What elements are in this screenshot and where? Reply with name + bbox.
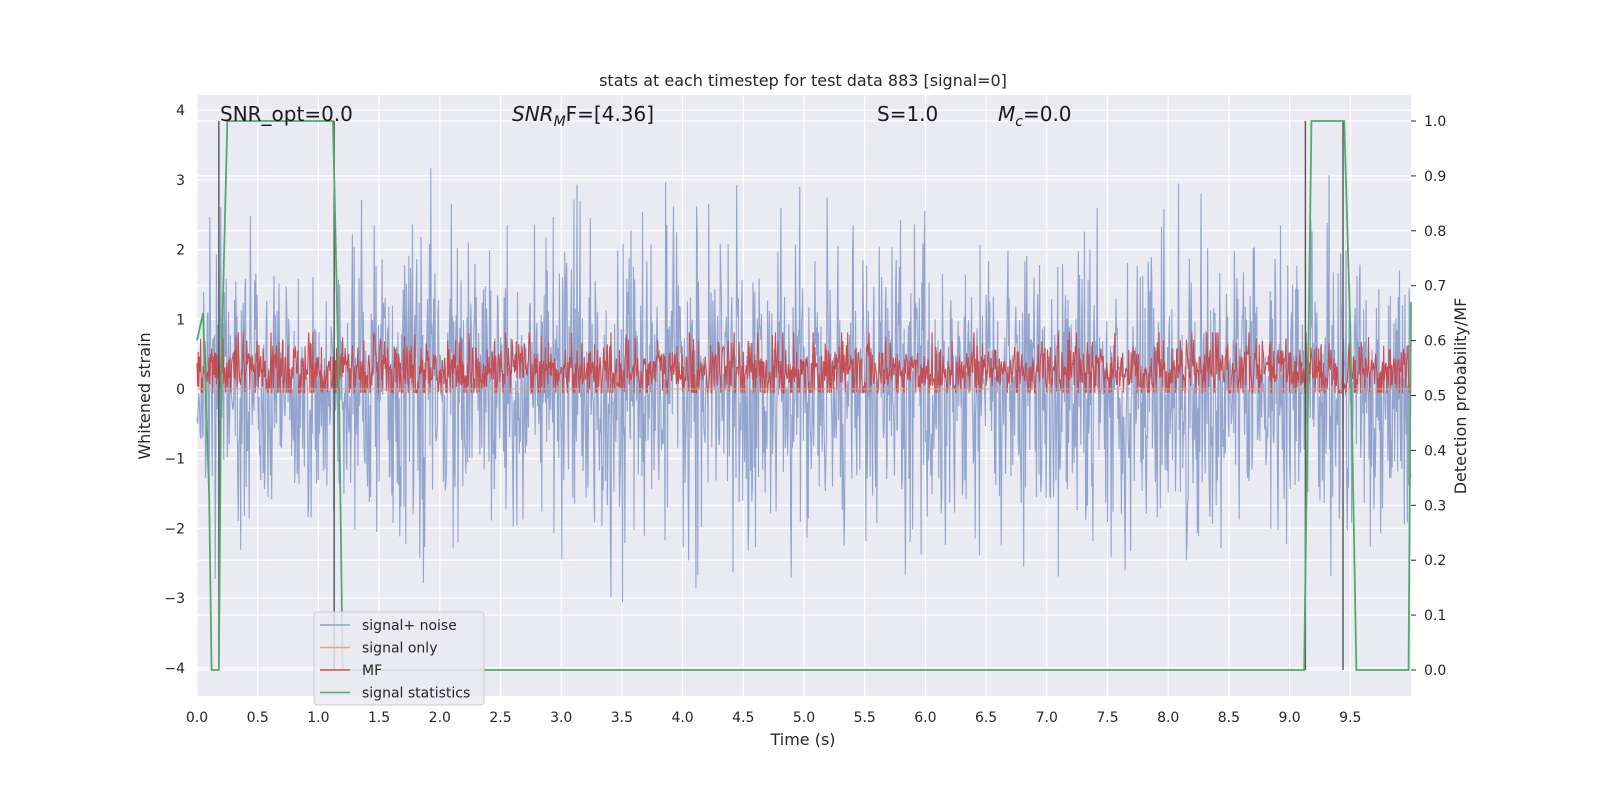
y-axis-left-label: Whitened strain [135, 332, 154, 459]
y-right-tick-label: 0.3 [1424, 498, 1446, 514]
annotations: SNR_opt=0.0 SNRMF=[4.36] S=1.0 Mc=0.0 [220, 102, 1072, 130]
x-tick-label: 0.5 [247, 710, 269, 726]
y-left-tick-label: 1 [176, 312, 185, 328]
y-right-tick-label: 0.1 [1424, 608, 1446, 624]
y-left-tick-label: −4 [164, 661, 185, 677]
legend: signal+ noise signal only MF signal statist… [313, 611, 485, 706]
y-left-tick-label: 4 [176, 103, 185, 119]
x-tick-label: 0.0 [186, 710, 208, 726]
y-left-tick-label: −3 [164, 591, 185, 607]
y-right-tick-label: 0.4 [1424, 443, 1446, 459]
x-axis-ticks: 0.0 0.5 1.0 1.5 2.0 2.5 3.0 3.5 4.0 4.5 5.0 5.5 6.0 6… [186, 710, 1362, 726]
x-tick-label: 3.0 [550, 710, 572, 726]
series-signal-statistics [196, 120, 1412, 671]
legend-label: signal statistics [362, 686, 470, 702]
x-tick-label: 4.5 [732, 710, 754, 726]
x-tick-label: 2.0 [429, 710, 451, 726]
x-tick-label: 5.5 [854, 710, 876, 726]
annotation-text: SNRMF=[4.36] [512, 102, 654, 130]
y-axis-right-label: Detection probability/MF [1451, 298, 1470, 495]
series-signal-noise [196, 168, 1412, 603]
annotation-text: S=1.0 [877, 102, 938, 126]
x-axis-label: Time (s) [769, 730, 835, 749]
y-right-tick-label: 0.0 [1424, 663, 1446, 679]
y-left-tick-label: 2 [176, 243, 185, 259]
annotation-text: SNR_opt=0.0 [220, 102, 353, 126]
x-tick-label: 5.0 [793, 710, 815, 726]
y-left-tick-label: 0 [176, 382, 185, 398]
legend-box [313, 611, 485, 706]
x-tick-label: 1.0 [307, 710, 329, 726]
x-tick-label: 6.5 [975, 710, 997, 726]
x-tick-label: 8.0 [1157, 710, 1179, 726]
y-right-tick-label: 1.0 [1424, 114, 1446, 130]
x-tick-label: 8.5 [1218, 710, 1240, 726]
x-tick-label: 1.5 [368, 710, 390, 726]
y-right-tick-label: 0.7 [1424, 279, 1446, 295]
y-left-tick-label: −2 [164, 521, 185, 537]
y-right-tick-label: 0.6 [1424, 334, 1446, 350]
y-left-tick-label: −1 [164, 452, 185, 468]
x-tick-label: 6.0 [914, 710, 936, 726]
signal-statistics-line [196, 120, 1412, 671]
chart-title: stats at each timestep for test data 883… [599, 71, 1007, 90]
x-tick-label: 9.5 [1339, 710, 1361, 726]
y-right-tick-label: 0.2 [1424, 553, 1446, 569]
x-tick-label: 7.5 [1096, 710, 1118, 726]
annotation-text: Mc=0.0 [998, 102, 1072, 130]
mf-line [196, 332, 1412, 395]
x-tick-label: 4.0 [671, 710, 693, 726]
y-right-tick-label: 0.5 [1424, 389, 1446, 405]
y-axis-right-ticks: 1.0 0.9 0.8 0.7 0.6 0.5 0.4 0.3 0.2 0.1 0.0 [1411, 114, 1446, 679]
y-left-tick-label: 3 [176, 173, 185, 189]
y-right-tick-label: 0.8 [1424, 224, 1446, 240]
x-tick-label: 9.0 [1278, 710, 1300, 726]
x-tick-label: 7.0 [1036, 710, 1058, 726]
series-mf [196, 332, 1412, 395]
legend-label: MF [362, 663, 382, 679]
legend-label: signal only [362, 641, 437, 657]
x-tick-label: 3.5 [611, 710, 633, 726]
legend-label: signal+ noise [362, 618, 457, 634]
y-axis-left-ticks: 4 3 2 1 0 −1 −2 −3 −4 [164, 103, 185, 677]
x-tick-label: 2.5 [489, 710, 511, 726]
y-right-tick-label: 0.9 [1424, 169, 1446, 185]
noise-line [196, 168, 1412, 603]
